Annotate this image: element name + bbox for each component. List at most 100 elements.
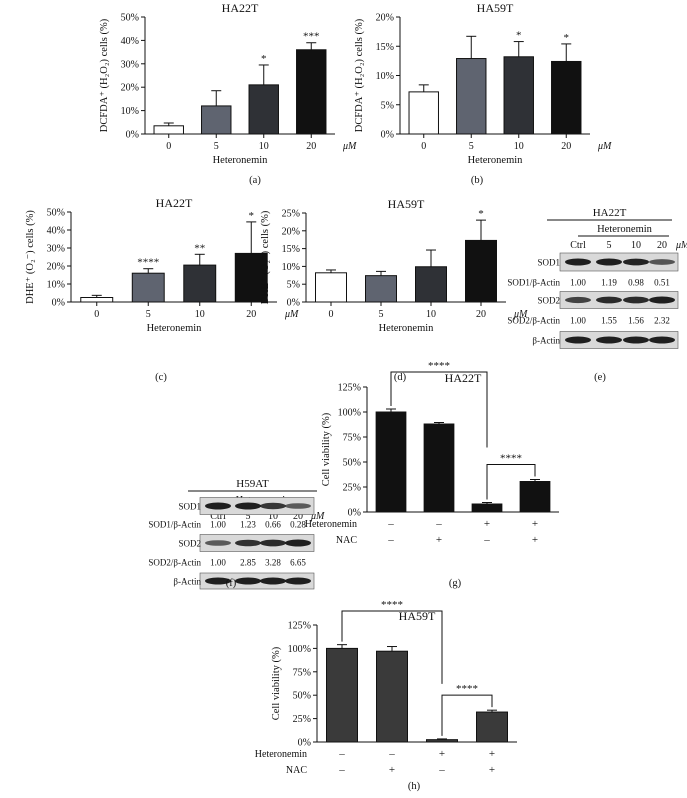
blot-quant-value: 1.23 — [240, 520, 256, 530]
blot-lane-label: Ctrl — [210, 511, 226, 522]
bar — [471, 503, 503, 513]
significance-bracket — [341, 610, 443, 684]
y-tick-label: 10% — [282, 262, 300, 273]
x-tick-label: 10 — [195, 309, 205, 320]
y-axis-label: DCFDA⁺ (H₂O₂) cells (%) — [354, 18, 365, 132]
blot-band — [285, 503, 311, 509]
y-tick-label: 75% — [343, 433, 361, 444]
blot-band — [235, 577, 261, 585]
chart-panel-h: HA59T 0% 25% 50% 75% 100% 125% Cell viability (… — [255, 599, 517, 792]
panel-caption: (f) — [226, 578, 237, 589]
y-tick-label: 0% — [348, 508, 361, 519]
y-tick-label: 10% — [47, 280, 65, 291]
bar — [408, 91, 439, 135]
blot-band — [596, 258, 622, 266]
x-tick-label: 5 — [146, 309, 151, 320]
y-tick-label: 15% — [282, 244, 300, 255]
chart-title: HA22T — [445, 371, 482, 385]
y-tick-label: 10% — [376, 71, 394, 82]
blot-band — [205, 540, 231, 546]
x-tick-label: 5 — [379, 309, 384, 320]
treatment-sign: – — [388, 748, 395, 760]
chart-panel-d: HA59T 0% 5% 10% 15% 20% 25% DHE⁺ (O₂⁻) cells (%… — [260, 197, 528, 383]
y-tick-label: 10% — [121, 106, 139, 117]
y-axis-label: Cell viability (%) — [321, 412, 332, 486]
x-tick-label: 0 — [329, 309, 334, 320]
panel-caption: (d) — [394, 372, 407, 383]
blot-panel-e: HA22T Heteronemin Ctrl 5 10 20 μM SOD1 SOD1/β-Ac… — [507, 207, 687, 383]
panel-caption: (b) — [471, 175, 484, 186]
blot-cell-line: HA22T — [593, 207, 627, 219]
bar — [153, 125, 184, 135]
x-tick-label: 0 — [166, 141, 171, 152]
blot-row-label-beta-actin: β-Actin — [173, 577, 201, 587]
blot-band — [565, 336, 591, 344]
blot-quant-value: 1.55 — [601, 316, 617, 326]
y-axis-label: DHE⁺ (O₂⁻) cells (%) — [260, 210, 271, 304]
bar — [476, 711, 508, 743]
x-tick-label: 10 — [514, 141, 524, 152]
chart-title: HA22T — [222, 1, 259, 15]
significance-bracket — [390, 371, 488, 448]
x-tick-label: 5 — [469, 141, 474, 152]
blot-lane-label: Ctrl — [570, 240, 586, 251]
bar — [183, 264, 217, 303]
significance-bracket — [486, 464, 536, 500]
treatment-sign: + — [439, 748, 445, 760]
treatment-sign: – — [338, 748, 345, 760]
x-tick-label: 20 — [246, 309, 256, 320]
blot-lane-label: 5 — [607, 240, 612, 251]
blot-lane-label: 10 — [631, 240, 641, 251]
blot-quant-label: SOD2/β-Actin — [148, 558, 201, 568]
y-tick-label: 5% — [381, 100, 394, 111]
blot-quant-value: 0.28 — [290, 520, 306, 530]
treatment-sign: + — [389, 764, 395, 776]
blot-band — [623, 258, 649, 266]
bar — [423, 423, 455, 513]
blot-band — [260, 539, 286, 547]
blot-row-label-sod2: SOD2 — [178, 539, 201, 549]
panel-caption: (e) — [594, 372, 606, 383]
significance-label: * — [249, 210, 255, 222]
significance-label: **** — [137, 257, 159, 269]
treatment-sign: + — [484, 518, 490, 530]
treatment-sign: – — [387, 518, 394, 530]
panel-caption: (a) — [249, 175, 261, 186]
x-tick-label: 20 — [561, 141, 571, 152]
blot-band — [235, 539, 261, 547]
blot-quant-value: 1.00 — [570, 278, 586, 288]
chart-title: HA59T — [477, 1, 514, 15]
unit-label: μM — [284, 309, 299, 320]
y-axis-label: Cell viability (%) — [271, 646, 282, 720]
chart-title: HA22T — [156, 196, 193, 210]
y-tick-label: 0% — [298, 738, 311, 749]
blot-quant-label: SOD2/β-Actin — [507, 316, 560, 326]
blot-band — [260, 502, 286, 510]
treatment-sign: + — [489, 748, 495, 760]
significance-label: * — [478, 208, 484, 220]
y-tick-label: 30% — [121, 59, 139, 70]
bar — [456, 58, 487, 135]
blot-row-label-sod1: SOD1 — [537, 258, 560, 268]
x-tick-label: 5 — [214, 141, 219, 152]
treatment-row-label: NAC — [336, 535, 357, 546]
y-tick-label: 75% — [293, 667, 311, 678]
blot-quant-value: 1.00 — [210, 558, 226, 568]
blot-lane-label: 10 — [268, 511, 278, 522]
bar — [465, 239, 497, 303]
blot-quant-value: 1.56 — [628, 316, 644, 326]
blot-unit-label: μM — [310, 511, 325, 522]
y-tick-label: 40% — [47, 226, 65, 237]
y-axis-label: DHE⁺ (O₂⁻) cells (%) — [25, 210, 36, 304]
blot-quant-label: SOD1/β-Actin — [148, 520, 201, 530]
blot-quant-value: 1.19 — [601, 278, 617, 288]
treatment-sign: – — [438, 764, 445, 776]
bar — [365, 275, 397, 303]
blot-band — [285, 577, 311, 585]
significance-label: **** — [500, 453, 522, 465]
blot-band — [596, 296, 622, 304]
bar — [375, 411, 407, 513]
significance-label: * — [564, 32, 570, 44]
